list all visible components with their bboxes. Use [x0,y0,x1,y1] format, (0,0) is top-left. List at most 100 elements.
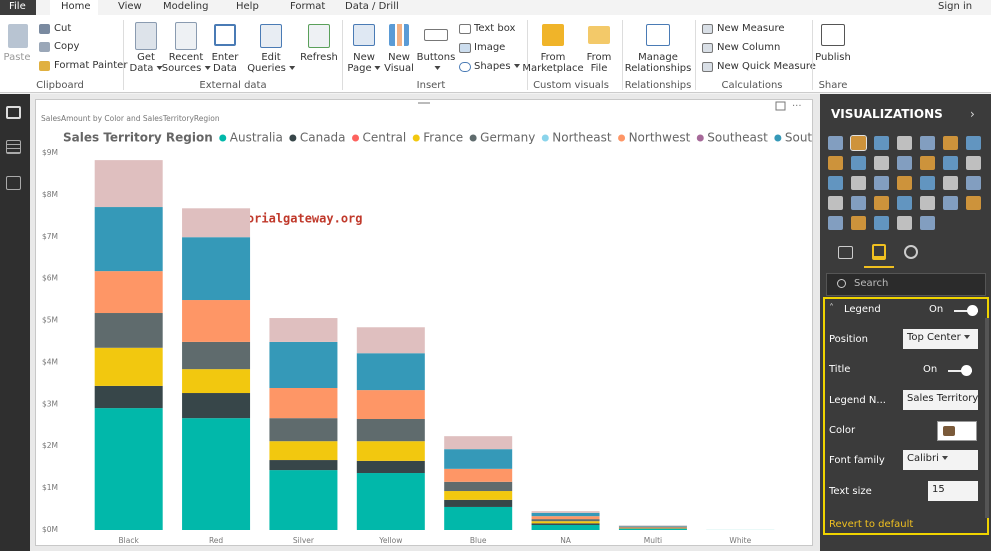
visual-type-icon[interactable] [828,196,843,210]
more-options[interactable]: ··· [792,101,802,112]
publish-button[interactable]: Publish [815,52,851,63]
x-tick-label: White [729,536,751,545]
marketplace-icon [542,24,564,46]
visual-type-icon[interactable] [966,156,981,170]
report-view-icon[interactable] [6,106,21,119]
visual-type-icon[interactable] [966,176,981,190]
enter-data-button[interactable]: Data [213,63,237,74]
dropdown[interactable]: 15 [928,481,978,501]
visual-type-icon[interactable] [943,136,958,150]
visual-type-icon[interactable] [851,196,866,210]
image-button[interactable]: Image [474,42,505,53]
visual-type-icon[interactable] [943,176,958,190]
data-view-icon[interactable] [6,140,21,154]
visual-type-icon[interactable] [874,156,889,170]
visual-type-icon[interactable] [943,196,958,210]
manage-relationships-button[interactable]: Manage [638,52,678,63]
toggle-knob[interactable] [967,305,978,316]
visual-type-icon[interactable] [897,176,912,190]
visual-type-icon[interactable] [828,216,843,230]
visual-type-icon[interactable] [874,176,889,190]
visual-type-icon[interactable] [920,196,935,210]
recent-sources-button[interactable]: Sources [162,63,211,74]
visual-type-icon[interactable] [920,136,935,150]
bar-segment [182,342,250,369]
new-page-button[interactable]: Page [347,63,380,74]
recent-sources-button[interactable]: Recent [169,52,204,63]
dropdown[interactable]: Top Center [903,329,978,349]
model-view-icon[interactable] [6,176,21,190]
visual-type-icon[interactable] [897,136,912,150]
visual-type-icon[interactable] [966,196,981,210]
tab[interactable]: Data / Drill [345,1,399,12]
visual-type-icon[interactable] [897,156,912,170]
fields-tab[interactable] [838,246,853,259]
cut-button[interactable]: Cut [54,23,71,34]
text-box-button[interactable]: Text box [474,23,515,34]
buttons-button[interactable]: Buttons [417,52,456,63]
format-painter-button[interactable]: Format Painter [54,60,127,71]
visual-type-icon[interactable] [851,156,866,170]
visual-type-icon[interactable] [851,176,866,190]
legend-header[interactable]: Legend [844,304,881,315]
buttons-dropdown[interactable] [432,63,441,74]
search-box[interactable] [826,273,986,296]
file-tab[interactable]: File [0,0,36,15]
visual-type-icon[interactable] [920,156,935,170]
focus-mode-icon[interactable] [776,102,785,110]
visual-type-icon[interactable] [920,176,935,190]
tab[interactable]: Format [290,1,325,12]
new-measure-button[interactable]: New Measure [717,23,785,34]
refresh-button[interactable]: Refresh [300,52,338,63]
dropdown[interactable]: Sales Territory... [903,390,978,410]
tab[interactable]: Help [236,1,259,12]
collapse-caret[interactable]: ˄ [829,303,834,314]
new-visual-button[interactable]: New [388,52,410,63]
visual-type-icon[interactable] [828,136,843,150]
refresh-icon [308,24,330,48]
format-label: Position [829,334,868,345]
sign-in[interactable]: Sign in [938,1,972,12]
visual-type-icon[interactable] [851,216,866,230]
visual-type-icon[interactable] [897,216,912,230]
from-marketplace-button[interactable]: From [541,52,566,63]
tab[interactable]: Home [50,0,98,15]
revert-link[interactable]: Revert to default [829,519,913,530]
edit-queries-button[interactable]: Queries [247,63,295,74]
bar-segment [357,419,425,441]
paste-button[interactable]: Paste [4,52,31,63]
y-tick-label: $8M [42,190,58,199]
legend-label: Germany [480,131,535,145]
edit-queries-button[interactable]: Edit [261,52,280,63]
visual-type-icon[interactable] [851,136,866,150]
visual-type-icon[interactable] [920,216,935,230]
tab[interactable]: View [118,1,142,12]
get-data-button[interactable]: Data [130,63,163,74]
shapes-button[interactable]: Shapes [474,61,520,72]
tab[interactable]: Modeling [163,1,209,12]
chart[interactable]: SalesAmount by Color and SalesTerritoryR… [36,100,812,545]
visual-type-icon[interactable] [874,216,889,230]
new-column-button[interactable]: New Column [717,42,780,53]
from-file-button[interactable]: From [587,52,612,63]
visual-type-icon[interactable] [966,136,981,150]
visual-type-icon[interactable] [874,136,889,150]
new-quick-measure-button[interactable]: New Quick Measure [717,61,816,72]
get-data-button[interactable]: Get [137,52,155,63]
new-page-button[interactable]: New [353,52,375,63]
visual-type-icon[interactable] [874,196,889,210]
from-file-button[interactable]: File [591,63,608,74]
enter-data-button[interactable]: Enter [212,52,239,63]
visual-type-icon[interactable] [828,156,843,170]
copy-button[interactable]: Copy [54,41,79,52]
dropdown[interactable]: Calibri [903,450,978,470]
format-tab[interactable] [872,244,886,260]
manage-relationships-button[interactable]: Relationships [625,63,692,74]
visual-type-icon[interactable] [828,176,843,190]
visual-type-icon[interactable] [897,196,912,210]
analytics-tab[interactable] [904,245,918,259]
new-visual-button[interactable]: Visual [384,63,414,74]
from-marketplace-button[interactable]: Marketplace [522,63,583,74]
collapse-arrow[interactable]: › [970,107,975,121]
visual-type-icon[interactable] [943,156,958,170]
